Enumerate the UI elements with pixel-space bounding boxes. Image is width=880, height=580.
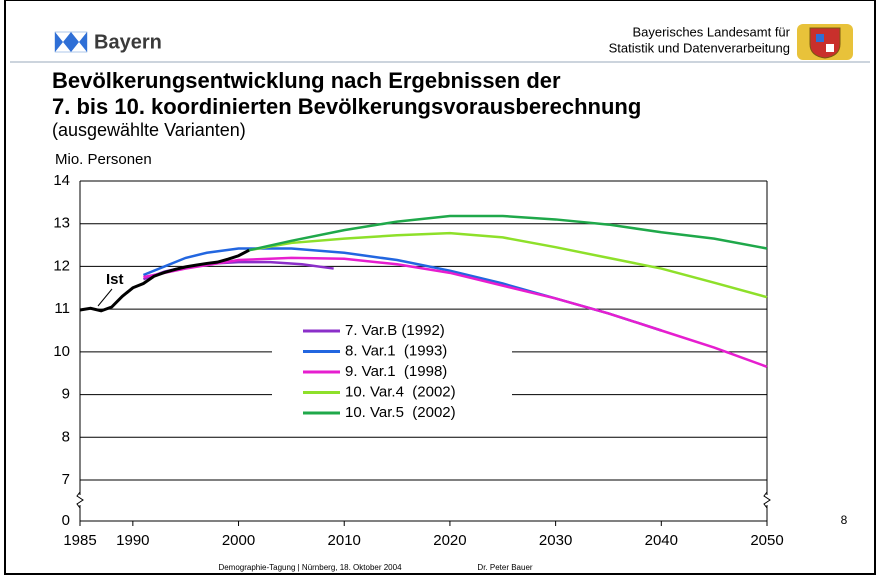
axis-break — [76, 491, 84, 509]
legend-label: 9. Var.1 (1998) — [345, 363, 447, 380]
legend-label: 10. Var.4 (2002) — [345, 383, 456, 400]
x-tick-label: 2030 — [539, 532, 572, 549]
y-tick-label: 8 — [62, 428, 70, 445]
series-line — [248, 231, 768, 299]
y-tick-label: 0 — [62, 512, 70, 529]
legend-label: 8. Var.1 (1993) — [345, 342, 447, 359]
footer: Demographie-Tagung | Nürnberg, 18. Oktob… — [218, 563, 402, 572]
coat-of-arms — [797, 24, 853, 60]
x-tick-label: 2040 — [645, 532, 678, 549]
agency: Statistik und Datenverarbeitung — [609, 40, 790, 55]
x-tick-label: 2020 — [433, 532, 466, 549]
x-tick-label: 1990 — [116, 532, 149, 549]
annotation: Ist — [106, 271, 124, 288]
agency: Bayerisches Landesamt für — [632, 24, 790, 39]
x-tick-label: 1985 — [63, 532, 96, 549]
series-line — [143, 256, 768, 368]
title: Bevölkerungsentwicklung nach Ergebnissen… — [52, 68, 561, 93]
x-tick-label: 2010 — [328, 532, 361, 549]
y-tick-label: 9 — [62, 386, 70, 403]
x-tick-label: 2050 — [750, 532, 783, 549]
y-tick-label: 10 — [53, 343, 70, 360]
page-number: 8 — [841, 513, 848, 527]
legend-label: 10. Var.5 (2002) — [345, 404, 456, 421]
y-tick-label: 14 — [53, 172, 70, 189]
title: 7. bis 10. koordinierten Bevölkerungsvor… — [52, 94, 641, 119]
series-line — [248, 214, 768, 252]
footer: Dr. Peter Bauer — [477, 563, 532, 572]
series-line — [79, 248, 250, 313]
y-axis-label: Mio. Personen — [55, 151, 152, 168]
axis-break — [763, 491, 771, 509]
y-tick-label: 11 — [54, 300, 70, 317]
brand: Bayern — [94, 31, 162, 53]
x-tick-label: 2000 — [222, 532, 255, 549]
axis-break-gap — [762, 495, 772, 505]
axis-break-gap — [75, 495, 85, 505]
annotation-pointer — [97, 288, 113, 307]
legend-label: 7. Var.B (1992) — [345, 322, 445, 339]
subtitle: (ausgewählte Varianten) — [52, 120, 246, 140]
y-tick-label: 12 — [53, 257, 70, 274]
y-tick-label: 7 — [62, 471, 70, 488]
slide-border — [4, 0, 876, 575]
y-tick-label: 13 — [53, 215, 70, 232]
bayern-flag — [54, 31, 88, 53]
